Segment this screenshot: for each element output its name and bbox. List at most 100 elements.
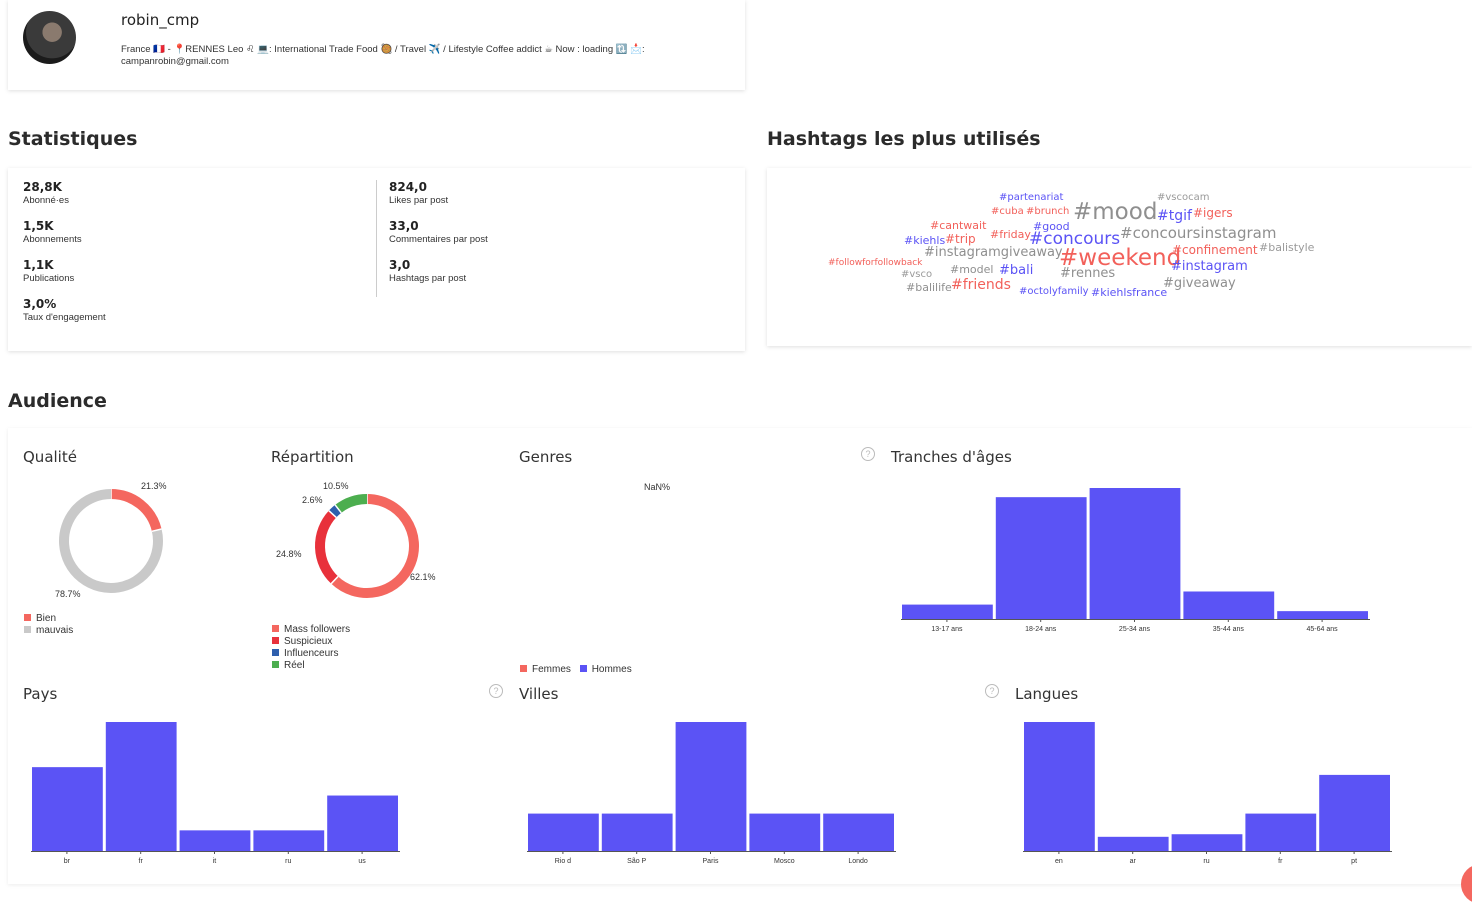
bar-it[interactable]	[179, 830, 251, 851]
x-tick-label: São P	[627, 858, 646, 865]
legend-item-hommes[interactable]: Hommes	[579, 664, 632, 675]
bar-rio-d[interactable]	[528, 813, 599, 851]
bar-45-64-ans[interactable]	[1277, 611, 1368, 619]
donut-slice-mauvais[interactable]	[59, 489, 163, 593]
legend-item-mass-followers[interactable]: Mass followers	[272, 624, 350, 636]
swatch	[272, 649, 279, 656]
hashtag[interactable]: #friends	[951, 277, 1011, 293]
x-tick-label: it	[213, 858, 217, 865]
repartition-label-reel: 10.5%	[323, 481, 349, 491]
hashtag[interactable]: #balilife	[906, 281, 952, 294]
hashtag[interactable]: #tgif	[1157, 208, 1192, 224]
hashtag[interactable]: #brunch	[1026, 206, 1070, 217]
bar-pt[interactable]	[1319, 774, 1390, 851]
hashtag[interactable]: #kiehls	[904, 234, 946, 247]
bar-mosco[interactable]	[749, 813, 821, 851]
hashtag[interactable]: #trip	[945, 232, 976, 246]
genres-title: Genres	[519, 448, 573, 466]
legend-item-reel[interactable]: Réel	[272, 660, 350, 672]
hashtag[interactable]: #vsco	[901, 269, 933, 280]
bar-ru[interactable]	[253, 830, 325, 851]
profile-username[interactable]: robin_cmp	[121, 11, 200, 29]
x-tick-label: pt	[1351, 858, 1357, 865]
bar-18-24-ans[interactable]	[995, 497, 1087, 619]
x-tick-label: ru	[285, 858, 291, 865]
bar-fr[interactable]	[1245, 813, 1317, 851]
avatar[interactable]	[23, 11, 76, 64]
legend-item-femmes[interactable]: Femmes	[520, 664, 571, 675]
stat-likes: 824,0 Likes par post	[389, 180, 449, 206]
langues-title: Langues	[1015, 685, 1079, 703]
donut-slice-bien[interactable]	[110, 489, 162, 532]
hashtag[interactable]: #partenariat	[999, 192, 1064, 203]
bar-25-34-ans[interactable]	[1089, 488, 1181, 619]
donut-slice-réel[interactable]	[335, 494, 368, 513]
hashtag[interactable]: #concoursinstagram	[1120, 224, 1277, 242]
bar-en[interactable]	[1024, 722, 1095, 851]
donut-slice-mass-followers[interactable]	[331, 494, 419, 598]
villes-help-icon[interactable]: ?	[985, 684, 999, 698]
repartition-label-influenceurs: 2.6%	[302, 495, 323, 505]
bar-ru[interactable]	[1171, 834, 1243, 851]
bar-fr[interactable]	[105, 722, 177, 851]
hashtag[interactable]: #cantwait	[930, 219, 987, 232]
legend-item-influenceurs[interactable]: Influenceurs	[272, 648, 350, 660]
legend-item-bien[interactable]: Bien	[24, 613, 73, 625]
hashtag[interactable]: #vscocam	[1157, 192, 1210, 203]
hashtag[interactable]: #balistyle	[1259, 241, 1315, 254]
bar-13-17-ans[interactable]	[902, 604, 993, 619]
x-tick-label: Mosco	[774, 858, 795, 865]
quality-legend: Bien mauvais	[24, 613, 73, 637]
legend-item-mauvais[interactable]: mauvais	[24, 625, 73, 637]
hashtag[interactable]: #confinement	[1172, 243, 1258, 257]
hashtag[interactable]: #mood	[1073, 199, 1158, 225]
bar-são-p[interactable]	[601, 813, 673, 851]
hashtag[interactable]: #rennes	[1060, 266, 1116, 281]
hashtag-cloud: #partenariat #vscocam #cuba #brunch #mood #tg…	[767, 168, 1472, 346]
age-help-icon[interactable]: ?	[861, 447, 875, 461]
stat-posts: 1,1K Publications	[23, 258, 75, 284]
hashtag[interactable]: #instagramgiveaway	[924, 245, 1063, 260]
stat-followers: 28,8K Abonné·es	[23, 180, 69, 206]
hashtags-card: #partenariat #vscocam #cuba #brunch #mood #tg…	[767, 168, 1472, 346]
hashtag[interactable]: #cuba	[991, 206, 1024, 217]
x-tick-label: en	[1055, 858, 1063, 865]
stat-following: 1,5K Abonnements	[23, 219, 82, 245]
profile-bio: France 🇫🇷 - 📍RENNES Leo ♌ 💻: Internation…	[121, 44, 645, 55]
hashtag[interactable]: #weekend	[1059, 245, 1182, 271]
hashtag[interactable]: #model	[950, 263, 994, 276]
hashtag[interactable]: #followforfollowback	[828, 258, 923, 268]
donut-slice-influenceurs[interactable]	[328, 504, 342, 518]
bar-ar[interactable]	[1097, 836, 1169, 851]
hashtag[interactable]: #good	[1033, 220, 1070, 233]
age-chart: 13-17 ans 18-24 ans 25-34 ans 35-44 ans 45-6…	[901, 488, 1370, 633]
slice-separator	[330, 575, 339, 585]
bar-35-44-ans[interactable]	[1183, 591, 1275, 619]
donut-slice-suspicieux[interactable]	[315, 510, 339, 584]
repartition-title: Répartition	[271, 448, 354, 466]
hashtag[interactable]: #igers	[1193, 206, 1233, 220]
pays-chart: br fr it ru us	[31, 722, 400, 865]
x-tick-label: Paris	[703, 858, 719, 865]
x-tick-label: fr	[139, 858, 144, 865]
hashtag[interactable]: #instagram	[1171, 259, 1248, 274]
hashtag[interactable]: #friday	[990, 228, 1031, 241]
stats-divider	[376, 180, 377, 297]
hashtag[interactable]: #bali	[999, 263, 1034, 278]
hashtag[interactable]: #kiehlsfrance	[1091, 286, 1168, 299]
bar-br[interactable]	[32, 767, 103, 851]
hashtag[interactable]: #giveaway	[1163, 276, 1236, 291]
hashtag[interactable]: #octolyfamily	[1019, 286, 1089, 297]
bar-londo[interactable]	[823, 813, 894, 851]
legend-item-suspicieux[interactable]: Suspicieux	[272, 636, 350, 648]
villes-chart: Rio d São P Paris Mosco Londo	[527, 722, 896, 865]
x-tick-label: 25-34 ans	[1119, 626, 1151, 633]
bar-us[interactable]	[327, 795, 398, 851]
audience-heading: Audience	[8, 390, 107, 412]
bar-paris[interactable]	[675, 722, 747, 851]
hashtags-heading: Hashtags les plus utilisés	[767, 128, 1041, 150]
x-tick-label: Londo	[848, 858, 868, 865]
pays-help-icon[interactable]: ?	[489, 684, 503, 698]
x-tick-label: 13-17 ans	[931, 626, 963, 633]
hashtag[interactable]: #concours	[1029, 229, 1121, 249]
